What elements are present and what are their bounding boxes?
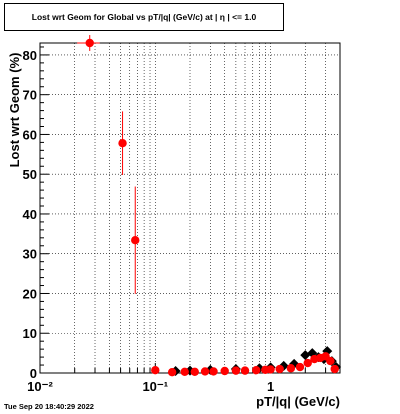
x-tick-label: 10⁻¹ xyxy=(142,379,168,394)
data-point xyxy=(151,366,160,375)
y-tick-label: 50 xyxy=(23,167,37,182)
y-tick-label: 0 xyxy=(30,366,37,381)
chart-title: Lost wrt Geom for Global vs pT/|q| (GeV/… xyxy=(4,3,284,31)
data-point xyxy=(231,366,241,375)
data-point xyxy=(295,362,305,372)
data-point xyxy=(300,350,311,361)
data-point xyxy=(85,38,94,48)
y-tick-label: 60 xyxy=(23,127,37,142)
data-point xyxy=(180,367,189,377)
data-point xyxy=(286,364,296,373)
data-points xyxy=(77,35,342,377)
y-tick-label: 10 xyxy=(23,326,37,341)
y-tick-label: 40 xyxy=(23,207,37,222)
y-tick-label: 70 xyxy=(23,88,37,103)
y-tick-label: 30 xyxy=(23,247,37,262)
y-tick-label: 20 xyxy=(23,286,37,301)
data-point xyxy=(220,366,229,376)
timestamp: Tue Sep 20 18:40:29 2022 xyxy=(4,402,94,411)
data-point xyxy=(330,364,339,374)
data-point xyxy=(131,236,140,245)
data-point xyxy=(190,367,199,377)
data-point xyxy=(251,366,261,375)
red-circle-series xyxy=(77,35,339,377)
data-point xyxy=(303,358,312,368)
grid-lines xyxy=(40,43,340,373)
axis-ticks xyxy=(39,46,327,374)
x-tick-label: 1 xyxy=(267,379,274,394)
data-point xyxy=(326,356,335,366)
y-tick-label: 80 xyxy=(23,48,37,63)
x-axis-label: pT/|q| (GeV/c) xyxy=(256,394,340,409)
y-axis-label: Lost wrt Geom (%) xyxy=(7,53,22,168)
data-point xyxy=(266,365,275,374)
data-point xyxy=(200,367,210,376)
data-point xyxy=(275,364,284,374)
data-point xyxy=(209,367,218,376)
data-point xyxy=(240,366,250,375)
data-point xyxy=(118,138,127,148)
data-point xyxy=(167,368,177,377)
x-tick-label: 10⁻² xyxy=(27,379,53,394)
